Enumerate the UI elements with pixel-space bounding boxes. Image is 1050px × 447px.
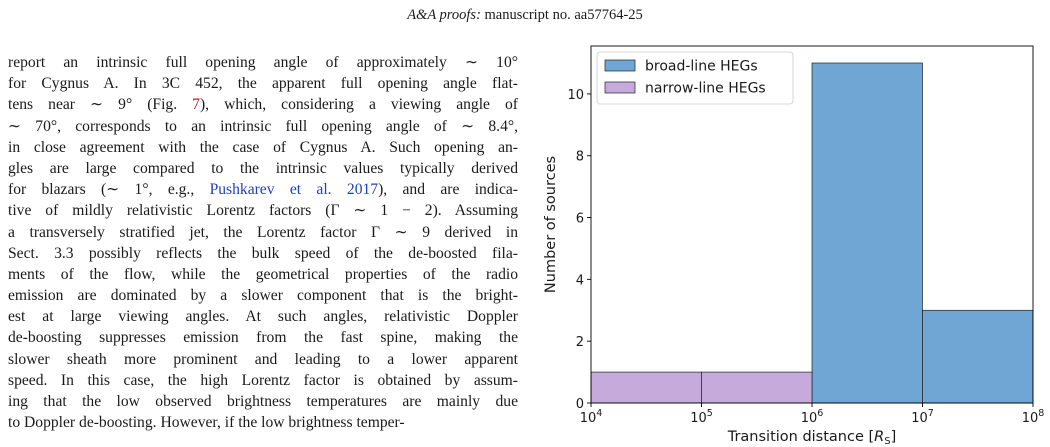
x-tick-label: 108 xyxy=(1022,408,1045,426)
legend-label: broad-line HEGs xyxy=(645,59,758,75)
text-line: for Cygnus A. In 3C 452, the apparent fu… xyxy=(8,75,518,93)
x-tick-label: 104 xyxy=(580,408,603,426)
text-fragment: for blazars (∼ 1°, e.g., xyxy=(8,181,210,199)
text-line: speed. In this case, the high Lorentz fa… xyxy=(8,371,518,389)
x-axis-label-end: ] xyxy=(891,429,897,445)
citation-link[interactable]: Pushkarev et al. 2017 xyxy=(209,181,379,199)
histogram-chart: 0 2 4 6 8 10 104 105 106 107 108 Number of source… xyxy=(543,45,1045,447)
x-tick-label: 107 xyxy=(911,408,934,426)
running-header: A&A proofs: manuscript no. aa57764-25 xyxy=(0,7,1050,24)
journal-name: A&A proofs: xyxy=(407,7,481,23)
x-axis-label-symbol: R xyxy=(874,429,884,445)
histogram-bar-broad-line xyxy=(811,62,923,404)
text-line: tive of mildly relativistic Lorentz fact… xyxy=(8,202,518,220)
y-tick-label: 10 xyxy=(567,88,584,103)
y-axis-ticks: 0 2 4 6 8 10 xyxy=(567,88,591,412)
text-line: ing that the low observed brightness tem… xyxy=(8,393,518,410)
text-fragment: ), and are indica- xyxy=(378,181,518,199)
text-line: ∼ 70°, corresponds to an intrinsic full … xyxy=(8,117,518,135)
text-line: ments of the flow, while the geometrical… xyxy=(8,265,518,283)
y-tick-label: 4 xyxy=(576,273,584,288)
histogram-bar-narrow-line xyxy=(590,371,702,404)
y-tick-label: 6 xyxy=(576,212,584,227)
text-line: slower sheath more prominent and leading… xyxy=(8,350,518,368)
x-axis-label-subscript: S xyxy=(884,436,890,447)
x-axis-label: Transition distance [RS] xyxy=(727,429,897,447)
histogram-bar-narrow-line xyxy=(701,371,813,404)
text-fragment: tens near ∼ 9° (Fig. xyxy=(8,96,193,114)
text-fragment: ), which, considering a viewing angle of xyxy=(199,96,518,114)
legend-swatch xyxy=(604,81,636,94)
text-line: est at large viewing angles. At such ang… xyxy=(8,308,518,326)
text-line: a transversely stratified jet, the Loren… xyxy=(8,223,518,241)
text-line: emission are dominated by a slower compo… xyxy=(8,287,518,305)
text-line: tens near ∼ 9° (Fig. 7), which, consider… xyxy=(8,94,518,115)
text-line: Sect. 3.3 possibly reflects the bulk spe… xyxy=(8,244,518,262)
legend-box xyxy=(596,51,794,105)
text-line: de-boosting suppresses emission from the… xyxy=(8,329,518,347)
text-line: gles are large compared to the intrinsic… xyxy=(8,159,518,177)
text-line: to Doppler de-boosting. However, if the … xyxy=(8,414,405,432)
manuscript-number: manuscript no. aa57764-25 xyxy=(484,7,643,23)
text-line: report an intrinsic full opening angle o… xyxy=(8,54,518,71)
x-axis-label-text: Transition distance [ xyxy=(727,429,874,445)
legend-swatch xyxy=(604,59,636,72)
text-line: for blazars (∼ 1°, e.g., Pushkarev et al… xyxy=(8,179,518,200)
y-tick-label: 8 xyxy=(576,150,584,165)
y-tick-label: 2 xyxy=(576,335,584,350)
y-axis-label: Number of sources xyxy=(543,156,559,293)
x-axis-ticks: 104 105 106 107 108 xyxy=(580,403,1045,426)
histogram-bars xyxy=(590,62,1034,404)
body-text-column: report an intrinsic full opening angle o… xyxy=(8,52,518,433)
x-tick-label: 106 xyxy=(801,408,824,426)
legend-label: narrow-line HEGs xyxy=(645,81,766,97)
x-tick-label: 105 xyxy=(690,408,713,426)
chart-legend: broad-line HEGs narrow-line HEGs xyxy=(596,51,794,105)
text-line: in close agreement with the case of Cygn… xyxy=(8,138,518,156)
y-tick-label: 0 xyxy=(576,397,584,412)
figure-link[interactable]: 7 xyxy=(192,96,200,114)
histogram-bar-broad-line xyxy=(922,309,1034,404)
